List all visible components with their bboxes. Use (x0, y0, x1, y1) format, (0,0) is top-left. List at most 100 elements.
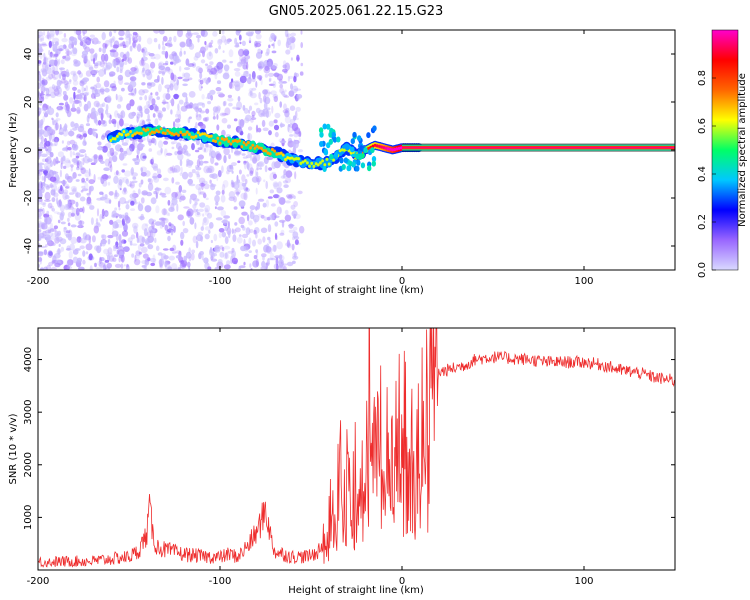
spectrogram-ridge-mark (341, 164, 346, 170)
spectrogram-noise-mark (266, 107, 271, 110)
spectrogram-noise-mark (150, 61, 156, 69)
spectrogram-noise-mark (148, 97, 151, 105)
spectrogram-noise-mark (216, 61, 224, 70)
spectrogram-noise-mark (126, 51, 130, 59)
spectrogram-noise-mark (293, 226, 298, 231)
spectrogram-noise-mark (177, 266, 181, 270)
spectrogram-noise-mark (38, 70, 41, 74)
spectrogram-noise-mark (149, 95, 153, 99)
spectrogram-ridge-mark (314, 162, 318, 166)
spectrogram-ridge-mark (161, 131, 165, 135)
spectrogram-noise-mark (57, 48, 64, 51)
spectrogram-noise-mark (65, 69, 70, 78)
spectrogram-noise-mark (83, 87, 86, 92)
spectrogram-ridge-mark (124, 133, 128, 137)
spectrogram-noise-mark (207, 64, 213, 71)
spectrogram-noise-mark (170, 109, 173, 115)
spectrogram-noise-mark (197, 154, 204, 160)
spectrogram-noise-mark (76, 257, 83, 263)
spectrogram-noise-mark (164, 261, 167, 268)
spectrogram-noise-mark (284, 209, 289, 215)
spectrogram-noise-mark (124, 82, 130, 85)
spectrogram-noise-mark (123, 264, 126, 267)
spectrogram-noise-mark (76, 133, 82, 138)
spectrogram-noise-mark (267, 91, 272, 95)
spectrogram-noise-mark (202, 213, 205, 217)
colorbar-tick-label: 0.4 (697, 166, 708, 182)
spectrogram-noise-mark (180, 166, 183, 174)
spectrogram-noise-mark (245, 32, 248, 36)
spectrogram-noise-mark (278, 254, 283, 260)
spectrogram-noise-mark (130, 70, 137, 74)
spectrogram-noise-mark (115, 56, 122, 63)
spectrogram-noise-mark (198, 208, 204, 212)
spectrogram-ridge-mark (118, 132, 121, 136)
spectrogram-noise-mark (87, 112, 91, 119)
spectrogram-ridge-mark (380, 145, 383, 149)
spectrogram-noise-mark (195, 165, 199, 169)
spectrogram-noise-mark (272, 244, 277, 253)
spectrogram-noise-mark (170, 263, 178, 270)
spectrogram-noise-mark (85, 123, 91, 127)
spectrogram-ridge-mark (355, 153, 360, 160)
snr-y-tick-label: 2000 (23, 452, 34, 477)
spectrogram-noise-mark (185, 251, 192, 259)
spectrogram-ridge-mark (111, 137, 115, 141)
spectrogram-noise-mark (290, 204, 296, 210)
spectrogram-noise-mark (38, 82, 41, 89)
spectrogram-noise-mark (131, 172, 138, 177)
spectrogram-noise-mark (182, 220, 185, 227)
spectrogram-noise-mark (123, 223, 128, 232)
spectrogram-noise-mark (161, 208, 168, 216)
spectrogram-noise-mark (145, 118, 151, 122)
spectrogram-noise-mark (47, 107, 55, 116)
spectrogram-noise-mark (82, 44, 87, 50)
spectrogram-noise-mark (278, 197, 286, 205)
spectrogram-noise-mark (215, 87, 222, 92)
spectrogram-noise-mark (223, 215, 231, 219)
spectrogram-noise-mark (38, 169, 41, 175)
spectrogram-noise-mark (62, 179, 66, 187)
snr-y-axis-title: SNR (10 * v/v) (8, 413, 19, 484)
spectrogram-noise-mark (38, 53, 41, 58)
spectrogram-noise-mark (177, 103, 180, 111)
spectrogram-noise-mark (79, 41, 84, 47)
spectrogram-noise-mark (117, 181, 123, 190)
spectrogram-noise-mark (85, 243, 93, 251)
spectrogram-noise-mark (38, 107, 42, 116)
spectrogram-noise-mark (60, 106, 63, 110)
spectrogram-noise-mark (44, 191, 51, 201)
spectrogram-noise-mark (272, 42, 275, 49)
spectrogram-noise-mark (146, 101, 150, 106)
spectrogram-noise-mark (255, 51, 263, 59)
spectrogram-noise-mark (119, 96, 123, 102)
spectrogram-noise-mark (156, 174, 162, 179)
spectrogram-noise-mark (284, 89, 287, 93)
spectrogram-noise-mark (190, 252, 195, 261)
spectrogram-noise-mark (95, 266, 103, 270)
spectrogram-noise-mark (223, 155, 227, 164)
spectrogram-noise-mark (121, 153, 126, 159)
spectrogram-noise-mark (288, 229, 296, 234)
spectrogram-noise-mark (91, 128, 95, 136)
spectrogram-noise-mark (85, 70, 92, 77)
spectrogram-noise-mark (82, 206, 85, 214)
spectrogram-noise-mark (38, 208, 43, 212)
spectrogram-ridge-mark (378, 144, 381, 148)
spectrogram-noise-mark (133, 225, 138, 234)
spectrogram-noise-mark (171, 165, 175, 174)
spectrogram-noise-mark (188, 171, 193, 178)
spectrogram-noise-mark (132, 190, 136, 194)
spectrogram-noise-mark (192, 235, 197, 244)
spectrogram-noise-mark (78, 221, 82, 228)
spectrogram-noise-mark (300, 62, 304, 67)
spectrogram-noise-mark (299, 225, 305, 234)
spectrogram-noise-mark (123, 246, 130, 253)
spectrogram-noise-mark (107, 234, 114, 239)
spectrogram-noise-mark (223, 100, 227, 106)
spectrogram-noise-mark (161, 101, 169, 104)
spectrogram-noise-mark (155, 91, 159, 96)
spectrogram-noise-mark (108, 191, 114, 196)
spectrogram-noise-mark (154, 186, 160, 195)
spectrogram-noise-mark (266, 156, 270, 162)
